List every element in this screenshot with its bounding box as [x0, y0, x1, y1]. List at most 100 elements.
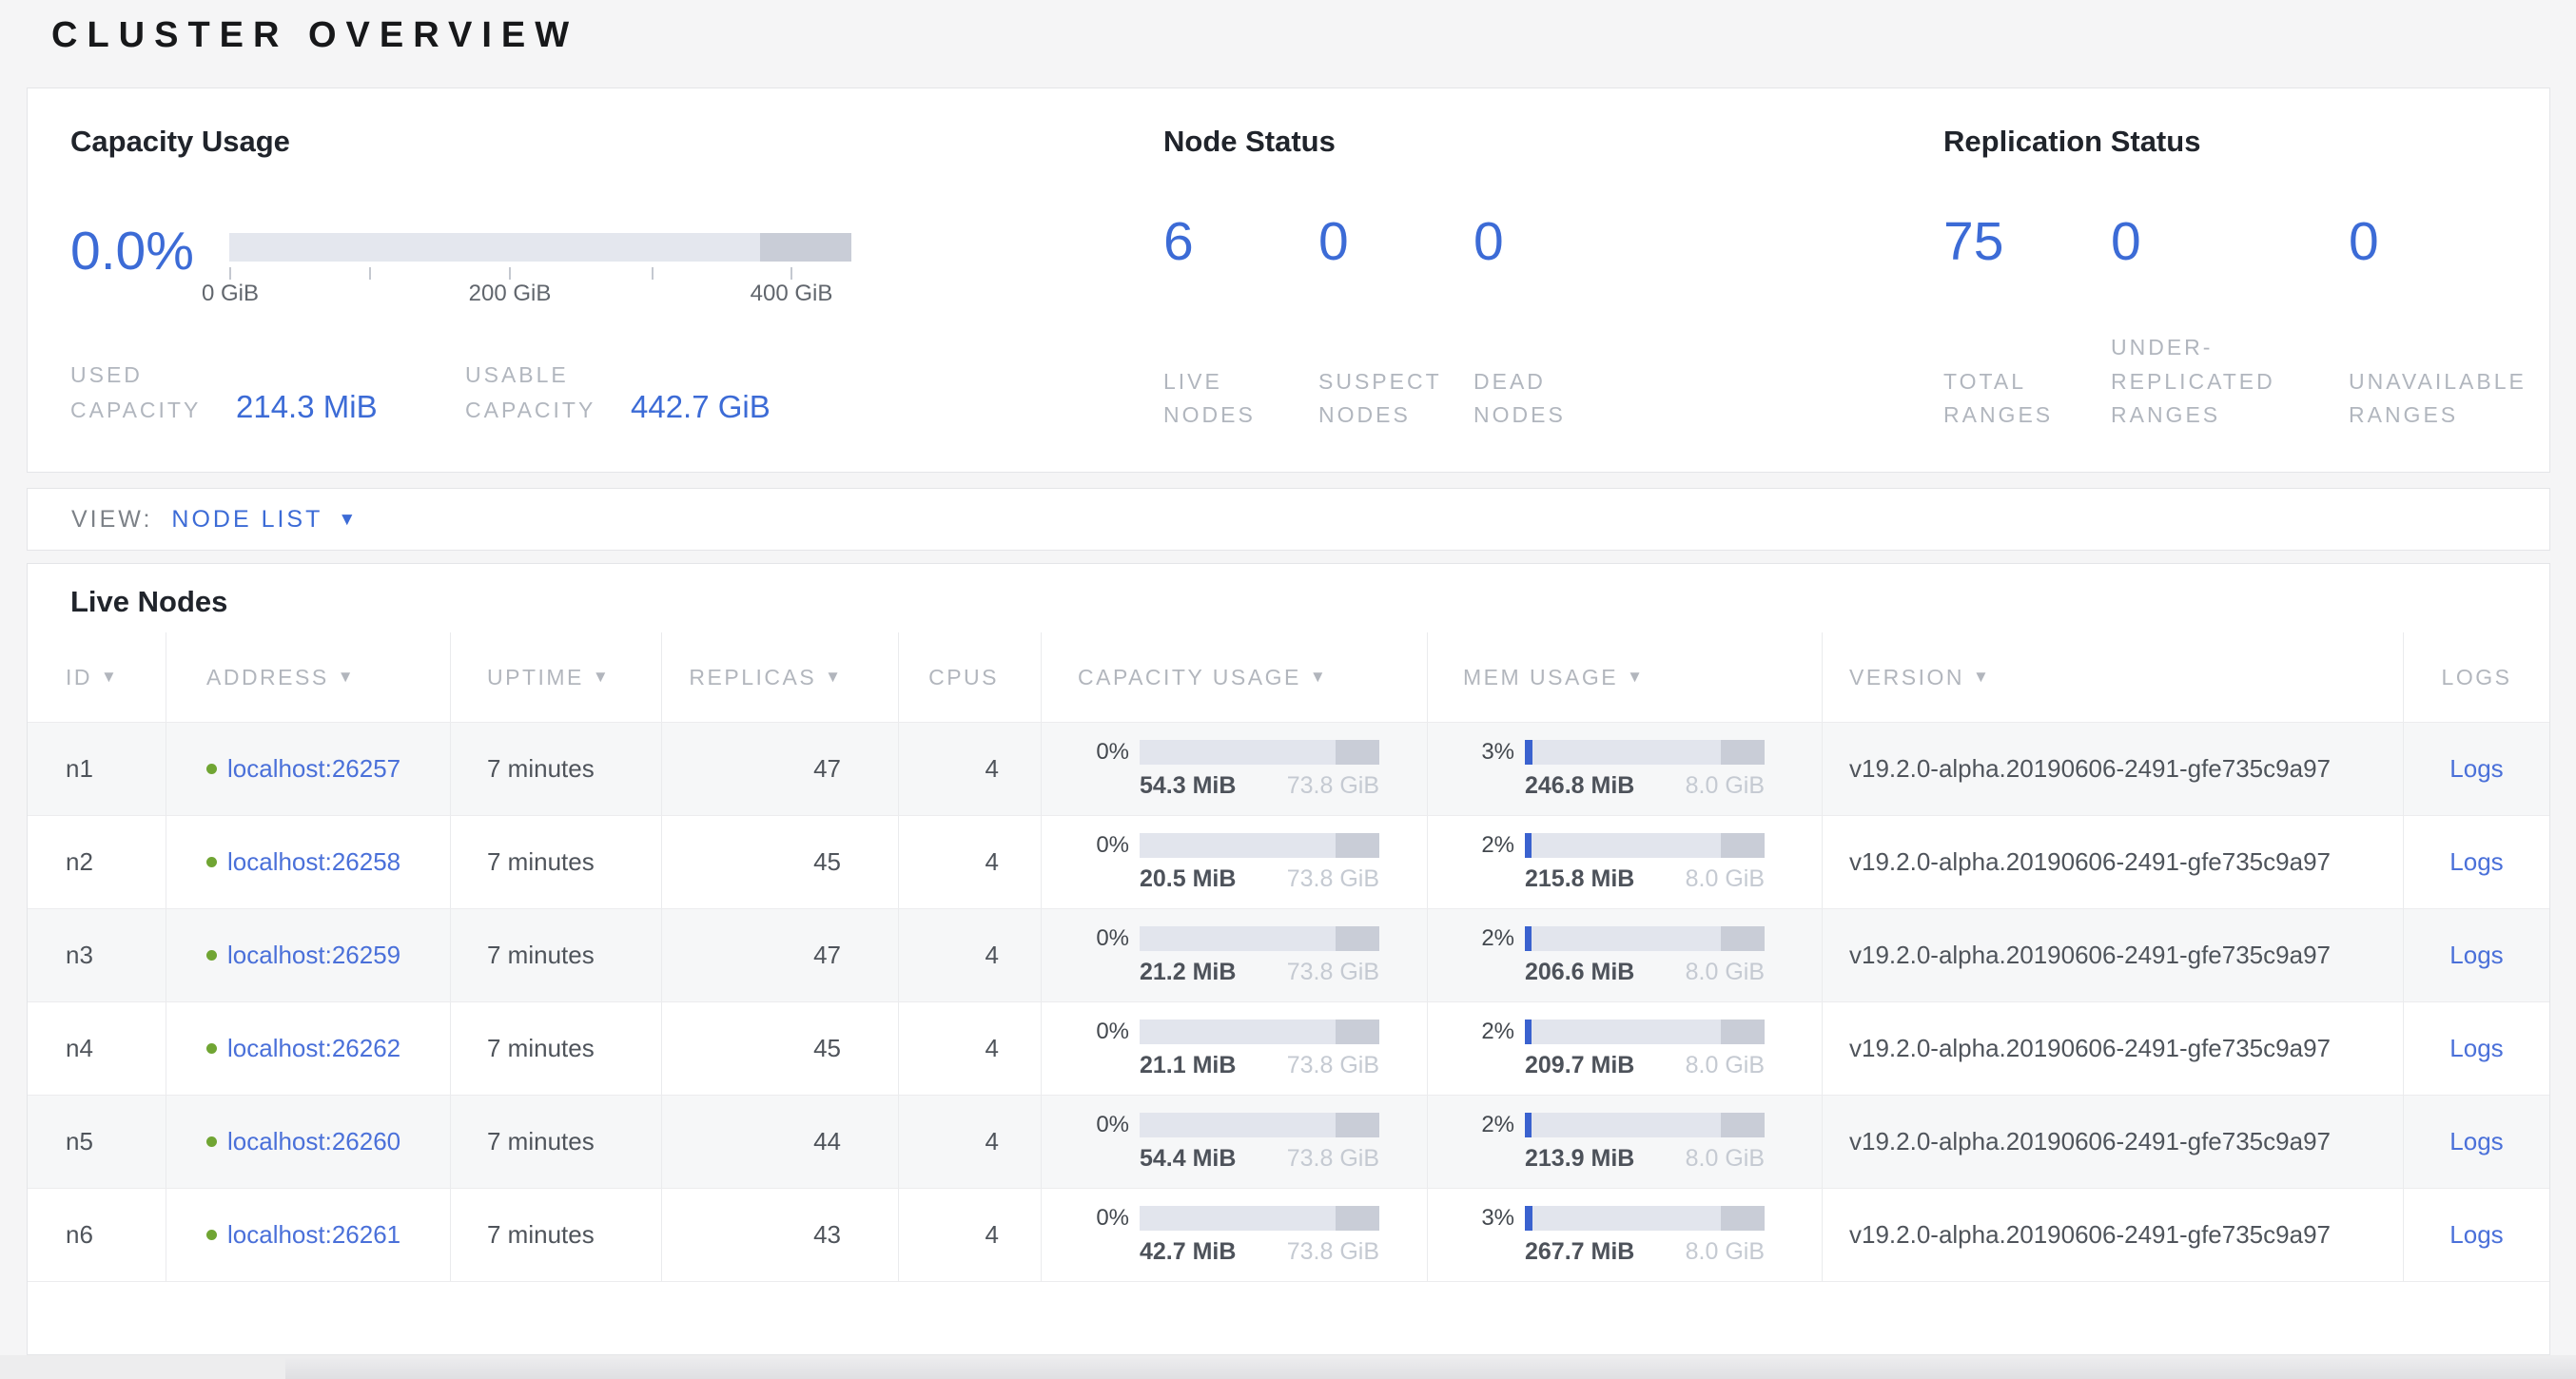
sort-arrow-icon[interactable]: ▼ [1627, 668, 1643, 686]
view-dropdown[interactable]: NODE LIST [171, 505, 323, 533]
uptime-cell: 7 minutes [450, 909, 661, 1001]
logs-link[interactable]: Logs [2449, 941, 2504, 969]
logs-link[interactable]: Logs [2449, 1034, 2504, 1062]
node-address-link[interactable]: localhost:26257 [227, 754, 401, 783]
capacity-usage-widget: 0% 21.1 MiB 73.8 GiB [1078, 1019, 1379, 1079]
cpus-cell: 4 [898, 723, 1041, 815]
usage-total-value: 8.0 GiB [1685, 864, 1765, 892]
replication-status-section: Replication Status 75 TOTAL RANGES 0 UNDER-… [1943, 88, 2533, 472]
cpus-value: 4 [985, 1034, 999, 1062]
used-capacity-value: 214.3 MiB [236, 388, 378, 424]
logs-link[interactable]: Logs [2449, 1220, 2504, 1249]
column-header-cpus: CPUS [898, 632, 1041, 722]
capacity-usage-widget: 0% 42.7 MiB 73.8 GiB [1078, 1205, 1379, 1266]
node-address-link[interactable]: localhost:26258 [227, 847, 401, 876]
stat-label: LIVE NODES [1163, 368, 1256, 428]
replicas-value: 45 [813, 1034, 841, 1062]
usage-total-value: 73.8 GiB [1286, 1237, 1379, 1265]
usage-percent-label: 2% [1481, 924, 1514, 951]
node-address-link[interactable]: localhost:26262 [227, 1034, 401, 1062]
view-selector-bar: VIEW: NODE LIST ▼ [27, 488, 2550, 551]
node-id-cell: n4 [28, 1002, 166, 1095]
mem-usage-widget: 2% 215.8 MiB 8.0 GiB [1463, 832, 1765, 893]
sort-arrow-icon[interactable]: ▼ [825, 668, 841, 686]
column-header-id[interactable]: ID ▼ [28, 632, 166, 722]
node-address-cell: localhost:26261 [166, 1189, 450, 1281]
column-header-label: CAPACITY USAGE [1078, 664, 1301, 690]
usage-percent-label: 0% [1096, 1018, 1129, 1044]
node-address-cell: localhost:26262 [166, 1002, 450, 1095]
node-status-section: Node Status 6 LIVE NODES 0 SUSPECT NODES 0 DE… [1163, 88, 1829, 472]
column-header-label: MEM USAGE [1463, 664, 1619, 690]
mem-usage-cell: 2% 206.6 MiB 8.0 GiB [1427, 909, 1822, 1001]
logs-cell: Logs [2403, 1189, 2549, 1281]
usage-used-value: 54.4 MiB [1140, 1144, 1237, 1172]
usage-used-value: 206.6 MiB [1525, 958, 1635, 985]
summary-stat: 0 UNAVAILABLE RANGES [2349, 212, 2567, 433]
cpus-value: 4 [985, 754, 999, 783]
mem-usage-cell: 2% 209.7 MiB 8.0 GiB [1427, 1002, 1822, 1095]
sort-arrow-icon[interactable]: ▼ [592, 668, 609, 686]
replicas-cell: 45 [661, 816, 898, 908]
cpus-cell: 4 [898, 816, 1041, 908]
summary-stat: 75 TOTAL RANGES [1943, 212, 2111, 433]
usage-total-value: 8.0 GiB [1685, 771, 1765, 799]
logs-cell: Logs [2403, 1002, 2549, 1095]
sort-arrow-icon[interactable]: ▼ [1973, 668, 1989, 686]
node-address-cell: localhost:26259 [166, 909, 450, 1001]
uptime-cell: 7 minutes [450, 1096, 661, 1188]
version-cell: v19.2.0-alpha.20190606-2491-gfe735c9a97 [1822, 1096, 2403, 1188]
column-header-mem-usage[interactable]: MEM USAGE ▼ [1427, 632, 1822, 722]
column-header-label: UPTIME [487, 664, 584, 690]
replication-status-title: Replication Status [1943, 125, 2201, 158]
sort-arrow-icon[interactable]: ▼ [337, 668, 354, 686]
node-address-link[interactable]: localhost:26260 [227, 1127, 401, 1156]
usage-percent-label: 0% [1096, 924, 1129, 951]
live-status-dot-icon [206, 857, 217, 867]
usage-percent-label: 2% [1481, 1111, 1514, 1137]
mem-usage-bar [1525, 832, 1765, 858]
column-header-address[interactable]: ADDRESS ▼ [166, 632, 450, 722]
mem-usage-bar [1525, 1019, 1765, 1044]
column-header-capacity-usage[interactable]: CAPACITY USAGE ▼ [1041, 632, 1427, 722]
bar-dark-segment [1336, 739, 1379, 765]
node-address-cell: localhost:26258 [166, 816, 450, 908]
node-id: n5 [66, 1127, 93, 1156]
capacity-usage-widget: 0% 54.3 MiB 73.8 GiB [1078, 739, 1379, 800]
capacity-usage-bar [1140, 1205, 1379, 1231]
chevron-down-icon[interactable]: ▼ [338, 509, 357, 530]
live-status-dot-icon [206, 1230, 217, 1240]
sort-arrow-icon[interactable]: ▼ [101, 668, 117, 686]
node-address-link[interactable]: localhost:26259 [227, 941, 401, 969]
logs-cell: Logs [2403, 909, 2549, 1001]
column-header-label: REPLICAS [689, 664, 817, 690]
logs-link[interactable]: Logs [2449, 754, 2504, 783]
sort-arrow-icon[interactable]: ▼ [1309, 668, 1326, 686]
live-status-dot-icon [206, 1136, 217, 1147]
node-address-link[interactable]: localhost:26261 [227, 1220, 401, 1249]
column-header-version[interactable]: VERSION ▼ [1822, 632, 2403, 722]
usage-used-value: 246.8 MiB [1525, 771, 1635, 799]
usage-percent-label: 3% [1481, 1204, 1514, 1231]
capacity-usage-widget: 0% 20.5 MiB 73.8 GiB [1078, 832, 1379, 893]
logs-link[interactable]: Logs [2449, 847, 2504, 876]
logs-cell: Logs [2403, 816, 2549, 908]
usage-percent-label: 0% [1096, 831, 1129, 858]
uptime-value: 7 minutes [487, 754, 595, 783]
stat-value: 0 [1318, 211, 1349, 272]
stat-label: DEAD NODES [1473, 368, 1566, 428]
uptime-cell: 7 minutes [450, 816, 661, 908]
logs-link[interactable]: Logs [2449, 1127, 2504, 1156]
bar-dark-segment [1336, 1112, 1379, 1137]
version-value: v19.2.0-alpha.20190606-2491-gfe735c9a97 [1849, 847, 2331, 876]
bottom-shadow [285, 1358, 2576, 1379]
usage-used-value: 21.2 MiB [1140, 958, 1237, 985]
column-header-uptime[interactable]: UPTIME ▼ [450, 632, 661, 722]
cluster-summary-panel: Capacity Usage 0.0% 0 GiB 200 GiB 400 Gi… [27, 87, 2550, 473]
uptime-cell: 7 minutes [450, 723, 661, 815]
node-id: n1 [66, 754, 93, 783]
capacity-usage-cell: 0% 54.4 MiB 73.8 GiB [1041, 1096, 1427, 1188]
bar-dark-segment [1721, 1205, 1765, 1231]
column-header-replicas[interactable]: REPLICAS ▼ [661, 632, 898, 722]
version-value: v19.2.0-alpha.20190606-2491-gfe735c9a97 [1849, 754, 2331, 783]
